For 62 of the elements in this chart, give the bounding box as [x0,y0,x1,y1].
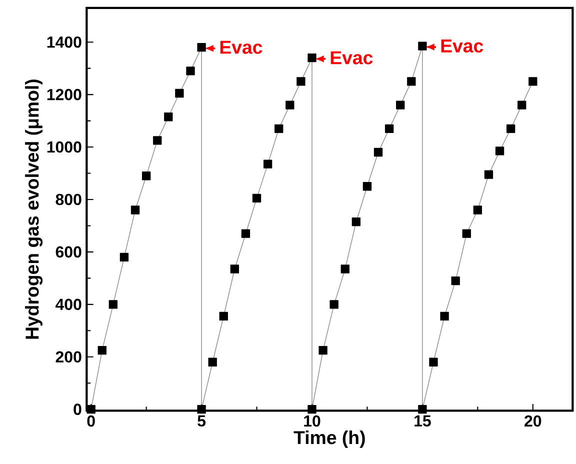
x-tick-label: 10 [304,415,320,427]
point [362,182,372,191]
point [473,206,482,214]
point [164,112,173,122]
annotation: Evac [330,51,373,64]
point [241,229,250,238]
point [308,54,316,62]
point [318,346,328,355]
point [286,100,294,110]
point [153,136,162,145]
point [308,405,316,414]
point [384,124,394,133]
y-tick-label: 200 [56,351,82,363]
point [230,264,240,274]
point [528,77,538,86]
point [197,405,206,414]
y-tick-label: 1200 [47,88,82,100]
point [352,217,361,226]
y-tick-label: 600 [56,246,82,258]
y-tick-label: 400 [56,298,82,310]
point [506,124,516,133]
point [120,252,129,262]
point [219,312,228,321]
point [175,88,184,98]
annotation: Evac [441,40,484,53]
point [495,146,504,156]
point [418,405,427,414]
x-axis-title: Time (h) [294,430,365,448]
point [208,358,217,366]
point [440,312,449,321]
point [296,77,306,86]
point [418,42,427,50]
x-tick-label: 0 [87,415,95,427]
point [462,229,471,238]
point [142,172,151,180]
x-tick-label: 20 [524,415,542,427]
point [86,405,96,414]
point [396,100,405,110]
annotation: Evac [220,40,262,54]
point [340,264,350,274]
point [130,206,140,214]
x-tick-label: 5 [198,415,206,427]
y-tick-label: 0 [74,404,82,415]
point [429,358,438,366]
point [407,77,416,86]
point [186,66,195,76]
point [108,300,118,309]
point [197,43,206,52]
point [263,160,272,168]
point [518,100,526,110]
point [252,194,262,203]
point [98,346,106,355]
y-tick-label: 1400 [47,36,82,48]
point [274,124,284,133]
x-tick-label: 15 [414,415,431,427]
point [330,300,338,309]
point [484,170,494,179]
y-axis-title: Hydrogen gas evolved (μmol) [25,80,43,339]
point [374,148,383,157]
point [451,276,460,286]
y-tick-label: 800 [56,194,82,206]
y-tick-label: 1000 [47,141,82,153]
